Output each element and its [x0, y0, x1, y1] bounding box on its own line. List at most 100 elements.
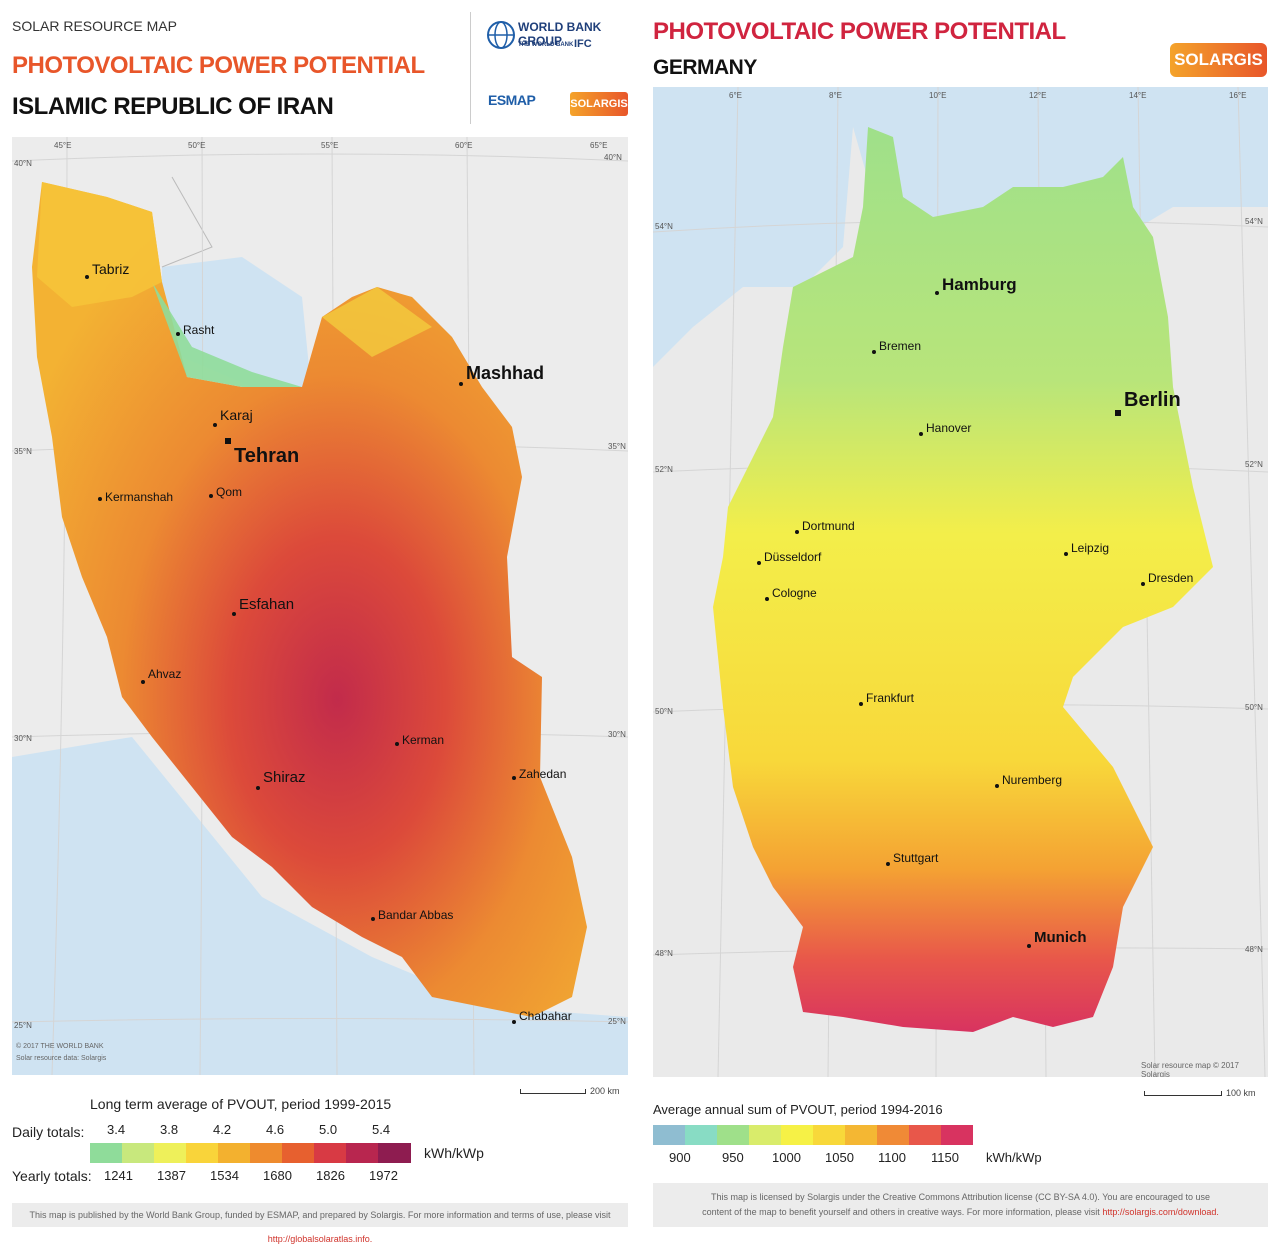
yearly-value: 1387 — [157, 1168, 186, 1183]
esmap-logo: ESMAP — [488, 92, 536, 108]
lat-label: 40°N — [14, 159, 32, 168]
lat-label: 30°N — [608, 730, 626, 739]
annual-value: 950 — [722, 1150, 744, 1165]
lon-label: 14°E — [1129, 91, 1147, 100]
right-footer-line1: This map is licensed by Solargis under t… — [711, 1192, 1210, 1202]
daily-value: 5.4 — [372, 1122, 391, 1137]
legend-swatch — [877, 1125, 910, 1145]
right-footer-link[interactable]: http://solargis.com/download. — [1102, 1207, 1219, 1217]
left-data-credit: Solar resource data: Solargis — [16, 1055, 107, 1062]
city-karaj: Karaj — [213, 407, 253, 433]
lon-label: 8°E — [829, 91, 842, 100]
yearly-value: 1534 — [210, 1168, 239, 1183]
annual-value: 1050 — [825, 1150, 854, 1165]
legend-swatch — [749, 1125, 782, 1145]
right-title: PHOTOVOLTAIC POWER POTENTIAL — [653, 18, 1066, 45]
yearly-value: 1972 — [369, 1168, 398, 1183]
city-chabahar: Chabahar — [512, 1009, 572, 1029]
wb-text: THE WORLD BANK — [518, 42, 574, 48]
city-ahvaz: Ahvaz — [141, 667, 181, 689]
left-legend-unit: kWh/kWp — [424, 1145, 484, 1161]
legend-swatch — [909, 1125, 942, 1145]
lat-label: 50°N — [655, 707, 673, 716]
city-mashhad: Mashhad — [459, 363, 544, 394]
left-footer-link[interactable]: http://globalsolaratlas.info. — [267, 1234, 373, 1244]
globe-icon — [487, 21, 515, 49]
city-bandar-abbas: Bandar Abbas — [371, 908, 453, 926]
lon-label: 6°E — [729, 91, 742, 100]
right-footer-line2: content of the map to benefit yourself a… — [702, 1207, 1103, 1217]
yearly-value: 1241 — [104, 1168, 133, 1183]
city-rasht: Rasht — [176, 323, 214, 341]
lat-label: 54°N — [1245, 217, 1263, 226]
right-legend-unit: kWh/kWp — [986, 1150, 1042, 1165]
germany-map[interactable]: 6°E 8°E 10°E 12°E 14°E 16°E 54°N 54°N 52… — [653, 87, 1268, 1077]
legend-swatch — [218, 1143, 251, 1163]
left-country: ISLAMIC REPUBLIC OF IRAN — [12, 93, 334, 120]
annual-value: 900 — [669, 1150, 691, 1165]
yearly-value: 1826 — [316, 1168, 345, 1183]
yearly-totals-label: Yearly totals: — [12, 1168, 92, 1184]
lat-label: 25°N — [14, 1021, 32, 1030]
lon-label: 10°E — [929, 91, 947, 100]
legend-swatch — [346, 1143, 379, 1163]
left-legend-title: Long term average of PVOUT, period 1999-… — [90, 1096, 392, 1112]
city-kerman: Kerman — [395, 733, 444, 751]
legend-swatch — [314, 1143, 347, 1163]
lat-label: 25°N — [608, 1017, 626, 1026]
lon-label: 12°E — [1029, 91, 1047, 100]
lon-label: 16°E — [1229, 91, 1247, 100]
right-legend-title: Average annual sum of PVOUT, period 1994… — [653, 1102, 943, 1117]
city-bremen: Bremen — [872, 339, 921, 359]
world-bank-group-logo: WORLD BANK GROUP THE WORLD BANK IFC — [486, 16, 626, 66]
legend-swatch — [282, 1143, 315, 1163]
city-leipzig: Leipzig — [1064, 541, 1109, 561]
daily-value: 4.2 — [213, 1122, 232, 1137]
city-hanover: Hanover — [919, 421, 971, 441]
ifc-text: IFC — [574, 38, 592, 50]
germany-map-graphic — [653, 87, 1268, 1077]
lat-label: 35°N — [608, 442, 626, 451]
legend-swatch — [154, 1143, 187, 1163]
lon-label: 65°E — [590, 141, 608, 150]
right-footer: This map is licensed by Solargis under t… — [653, 1183, 1268, 1227]
city-stuttgart: Stuttgart — [886, 851, 938, 871]
left-footer: This map is published by the World Bank … — [12, 1203, 628, 1244]
right-map-credit: Solar resource map © 2017 Solargis — [1141, 1061, 1239, 1077]
lon-label: 45°E — [54, 141, 72, 150]
city-dortmund: Dortmund — [795, 519, 855, 539]
city-zahedan: Zahedan — [512, 767, 566, 785]
lon-label: 60°E — [455, 141, 473, 150]
left-footer-text: This map is published by the World Bank … — [29, 1210, 611, 1220]
legend-swatch — [250, 1143, 283, 1163]
city-tabriz: Tabriz — [85, 261, 129, 285]
city-esfahan: Esfahan — [232, 596, 294, 622]
city-qom: Qom — [209, 485, 242, 503]
city-berlin: Berlin — [1115, 389, 1181, 424]
lat-label: 40°N — [604, 153, 622, 162]
right-country: GERMANY — [653, 56, 757, 79]
legend-swatch — [186, 1143, 219, 1163]
daily-totals-label: Daily totals: — [12, 1124, 85, 1140]
city-nuremberg: Nuremberg — [995, 773, 1062, 793]
right-scale-bar: 100 km — [1144, 1088, 1256, 1098]
lat-label: 52°N — [1245, 460, 1263, 469]
yearly-value: 1680 — [263, 1168, 292, 1183]
lat-label: 48°N — [655, 949, 673, 958]
left-header-small: SOLAR RESOURCE MAP — [12, 18, 177, 34]
legend-swatch — [813, 1125, 846, 1145]
left-solargis-logo: SOLARGIS — [570, 92, 628, 116]
city-cologne: Cologne — [765, 586, 817, 606]
city-kermanshah: Kermanshah — [98, 490, 173, 506]
legend-swatch — [122, 1143, 155, 1163]
right-solargis-logo: SOLARGIS — [1170, 43, 1267, 77]
city-frankfurt: Frankfurt — [859, 691, 914, 711]
lat-label: 48°N — [1245, 945, 1263, 954]
left-title: PHOTOVOLTAIC POWER POTENTIAL — [12, 52, 425, 79]
city-dresden: Dresden — [1141, 571, 1193, 591]
annual-value: 1150 — [931, 1150, 959, 1165]
wbg-text: WORLD BANK GROUP — [518, 20, 602, 48]
daily-value: 3.8 — [160, 1122, 179, 1137]
iran-map[interactable]: 45°E 50°E 55°E 60°E 65°E 40°N 40°N 35°N … — [12, 137, 628, 1075]
annual-value: 1000 — [772, 1150, 801, 1165]
